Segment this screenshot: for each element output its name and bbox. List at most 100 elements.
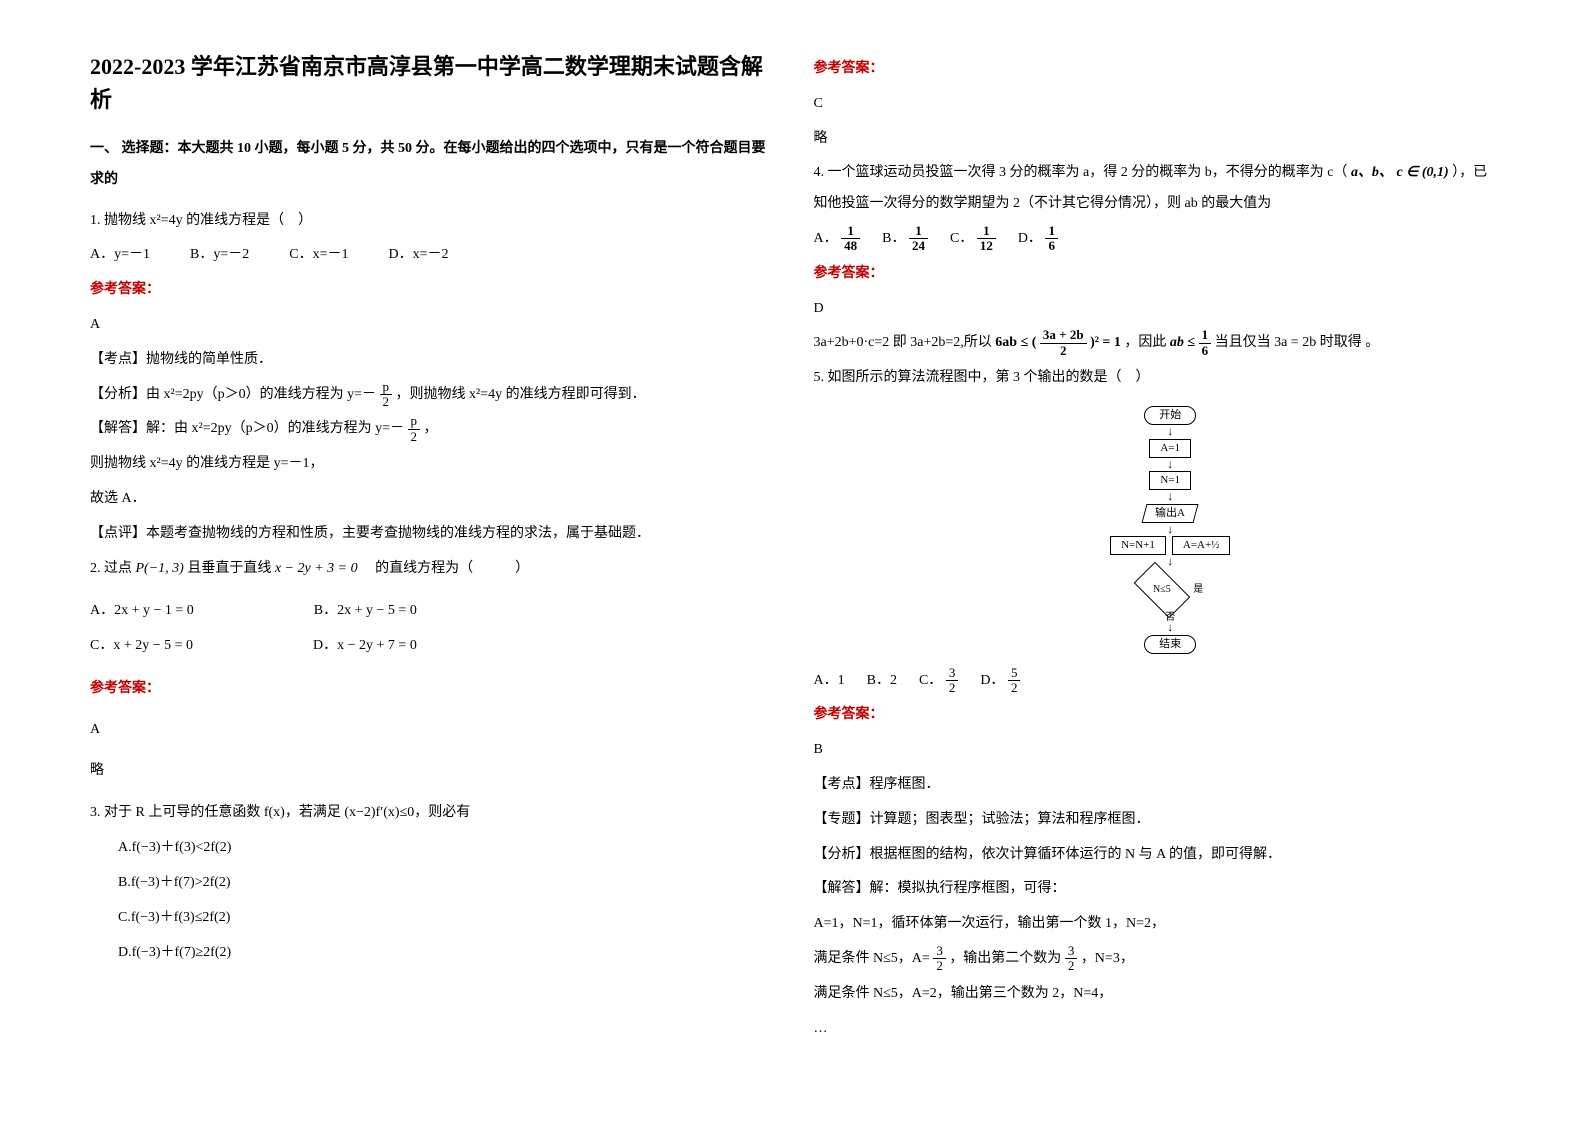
q4-options: A． 148 B． 124 C． 112 D． 16: [814, 224, 1498, 255]
q1-stem: 1. 抛物线 x²=4y 的准线方程是（ ）: [90, 206, 774, 237]
q2-opt-a: A．2x + y − 1 = 0: [90, 596, 194, 627]
q4-exp-mid-r: )² = 1: [1090, 335, 1121, 350]
q1-jieda-3: 故选 A．: [90, 484, 774, 515]
arrow-down-icon: ↓: [1167, 460, 1173, 470]
left-column: 2022-2023 学年江苏省南京市高淳县第一中学高二数学理期末试题含解析 一、…: [70, 50, 794, 1072]
q2-answer-label: 参考答案：: [90, 674, 774, 705]
q2-options-row1: A．2x + y − 1 = 0 B．2x + y − 5 = 0: [90, 596, 774, 627]
q4-answer: D: [814, 294, 1498, 325]
q1-kaodian: 【考点】抛物线的简单性质．: [90, 345, 774, 376]
page-title: 2022-2023 学年江苏省南京市高淳县第一中学高二数学理期末试题含解析: [90, 50, 774, 116]
q4-opt-b: B． 124: [882, 224, 928, 255]
fraction-5-2-icon: 52: [1008, 666, 1021, 696]
q3-opt-c: C.f(−3)＋f(3)≤2f(2): [90, 903, 774, 934]
q2-opt-c: C．x + 2y − 5 = 0: [90, 631, 193, 662]
q4-c-interval: c ∈ (0,1): [1396, 165, 1448, 180]
fraction-3-2-icon: 32: [933, 944, 946, 974]
q3-opt-b: B.f(−3)＋f(7)>2f(2): [90, 868, 774, 899]
q5-jieda-1: 【解答】解：模拟执行程序框图，可得：: [814, 874, 1498, 905]
q1-jieda-pre: 【解答】解：由 x²=2py（p＞0）的准线方程为 y=－: [90, 421, 404, 436]
q1-answer-label: 参考答案：: [90, 275, 774, 306]
q3-brief: 略: [814, 124, 1498, 155]
q5-jieda-2: A=1，N=1，循环体第一次运行，输出第一个数 1，N=2，: [814, 909, 1498, 940]
q2-stem-mid: 且垂直于直线: [187, 561, 275, 576]
fraction-p-over-2-icon: p 2: [408, 414, 421, 444]
q3-opt-a: A.f(−3)＋f(3)<2f(2): [90, 833, 774, 864]
flow-start: 开始: [1144, 406, 1196, 425]
flow-end: 结束: [1144, 635, 1196, 654]
q1-jieda-1: 【解答】解：由 x²=2py（p＞0）的准线方程为 y=－ p 2 ，: [90, 414, 774, 445]
q5-fenxi: 【分析】根据框图的结构，依次计算循环体运行的 N 与 A 的值，即可得解．: [814, 840, 1498, 871]
flowchart-diagram: 开始 ↓ A=1 ↓ N=1 ↓ 输出A ↓ N=N+1 A=A+½ ↓ N≤5…: [844, 404, 1498, 656]
q5-kaodian: 【考点】程序框图．: [814, 770, 1498, 801]
q2-opt-d: D．x − 2y + 7 = 0: [313, 631, 417, 662]
q4-stem: 4. 一个篮球运动员投篮一次得 3 分的概率为 a，得 2 分的概率为 b，不得…: [814, 158, 1498, 220]
fraction-1-24-icon: 124: [909, 224, 928, 254]
q1-fenxi-pre: 【分析】由 x²=2py（p＞0）的准线方程为 y=－: [90, 387, 376, 402]
q4-opt-a: A． 148: [814, 224, 861, 255]
q3-answer-label: 参考答案：: [814, 54, 1498, 85]
q2-stem-pre: 2. 过点: [90, 561, 132, 576]
q2-line: x − 2y + 3 = 0: [275, 561, 358, 576]
q5-stem: 5. 如图所示的算法流程图中，第 3 个输出的数是（ ）: [814, 363, 1498, 394]
q1-opt-c: C．x=－1: [289, 240, 348, 271]
q1-answer: A: [90, 310, 774, 341]
q2-stem-post: 的直线方程为（ ）: [361, 561, 529, 576]
q2-opt-b: B．2x + y − 5 = 0: [314, 596, 417, 627]
q4-opt-d: D． 16: [1018, 224, 1058, 255]
flow-yes-label: 是: [1193, 585, 1203, 595]
q4-exp-mid2: ，因此: [1124, 335, 1166, 350]
q2-options-row2: C．x + 2y − 5 = 0 D．x − 2y + 7 = 0: [90, 631, 774, 662]
q3-stem: 3. 对于 R 上可导的任意函数 f(x)，若满足 (x−2)f′(x)≤0，则…: [90, 798, 774, 829]
arrow-down-icon: ↓: [1167, 557, 1173, 567]
fraction-1-12-icon: 112: [977, 224, 996, 254]
fraction-1-6-icon: 16: [1045, 224, 1058, 254]
fraction-3a2b-over-2-icon: 3a + 2b2: [1040, 328, 1087, 358]
q4-stem-pre: 4. 一个篮球运动员投篮一次得 3 分的概率为 a，得 2 分的概率为 b，不得…: [814, 165, 1348, 180]
arrow-down-icon: ↓: [1167, 525, 1173, 535]
flow-incr-n: N=N+1: [1110, 536, 1166, 555]
fraction-1-6-icon: 16: [1199, 328, 1212, 358]
q2-brief: 略: [90, 756, 774, 787]
flow-output: 输出A: [1142, 504, 1199, 523]
arrow-down-icon: ↓: [1167, 623, 1173, 633]
q2-answer: A: [90, 715, 774, 746]
flow-cond-row: N≤5 是: [1137, 567, 1203, 613]
q5-zhuanti: 【专题】计算题；图表型；试验法；算法和程序框图．: [814, 805, 1498, 836]
q1-fenxi: 【分析】由 x²=2py（p＞0）的准线方程为 y=－ p 2 ，则抛物线 x²…: [90, 380, 774, 411]
q2-point: P(−1, 3): [136, 561, 184, 576]
arrow-down-icon: ↓: [1167, 427, 1173, 437]
q4-explanation: 3a+2b+0·c=2 即 3a+2b=2,所以 6ab ≤ ( 3a + 2b…: [814, 328, 1498, 359]
q5-answer-label: 参考答案：: [814, 700, 1498, 731]
q4-exp-end: 。: [1365, 335, 1379, 350]
q5-answer: B: [814, 735, 1498, 766]
q4-answer-label: 参考答案：: [814, 259, 1498, 290]
section-1-heading: 一、 选择题：本大题共 10 小题，每小题 5 分，共 50 分。在每小题给出的…: [90, 134, 774, 196]
q1-jieda-2: 则抛物线 x²=4y 的准线方程是 y=－1，: [90, 449, 774, 480]
q2-stem: 2. 过点 P(−1, 3) 且垂直于直线 x − 2y + 3 = 0 的直线…: [90, 554, 774, 585]
q1-options: A．y=－1 B．y=－2 C．x=－1 D．x=－2: [90, 240, 774, 271]
q4-opt-c: C． 112: [950, 224, 996, 255]
fraction-3-2-icon: 32: [946, 666, 959, 696]
flow-assign-a: A=1: [1149, 439, 1191, 458]
q1-opt-d: D．x=－2: [388, 240, 448, 271]
fraction-3-2-icon: 32: [1065, 944, 1078, 974]
q1-dianping: 【点评】本题考查抛物线的方程和性质，主要考查抛物线的准线方程的求法，属于基础题．: [90, 519, 774, 550]
q4-exp-tail: 当且仅当 3a = 2b 时取得: [1215, 335, 1362, 350]
q4-abc: a、b、: [1351, 165, 1393, 180]
q1-fenxi-post: ，则抛物线 x²=4y 的准线方程即可得到．: [396, 387, 646, 402]
q5-opt-a: A．1: [814, 666, 845, 697]
q5-opt-d: D． 52: [980, 666, 1020, 697]
q1-opt-b: B．y=－2: [190, 240, 249, 271]
q5-jieda-3: 满足条件 N≤5，A= 32 ，输出第二个数为 32 ，N=3，: [814, 944, 1498, 975]
flow-assign-n: N=1: [1149, 471, 1191, 490]
q1-opt-a: A．y=－1: [90, 240, 150, 271]
q4-exp-ab: ab ≤: [1170, 335, 1199, 350]
q5-options: A．1 B．2 C． 32 D． 52: [814, 666, 1498, 697]
q5-jieda-5: …: [814, 1014, 1498, 1045]
arrow-down-icon: ↓: [1167, 492, 1173, 502]
q1-jieda-post: ，: [424, 421, 438, 436]
q3-answer: C: [814, 89, 1498, 120]
fraction-1-48-icon: 148: [841, 224, 860, 254]
q5-opt-c: C． 32: [919, 666, 958, 697]
